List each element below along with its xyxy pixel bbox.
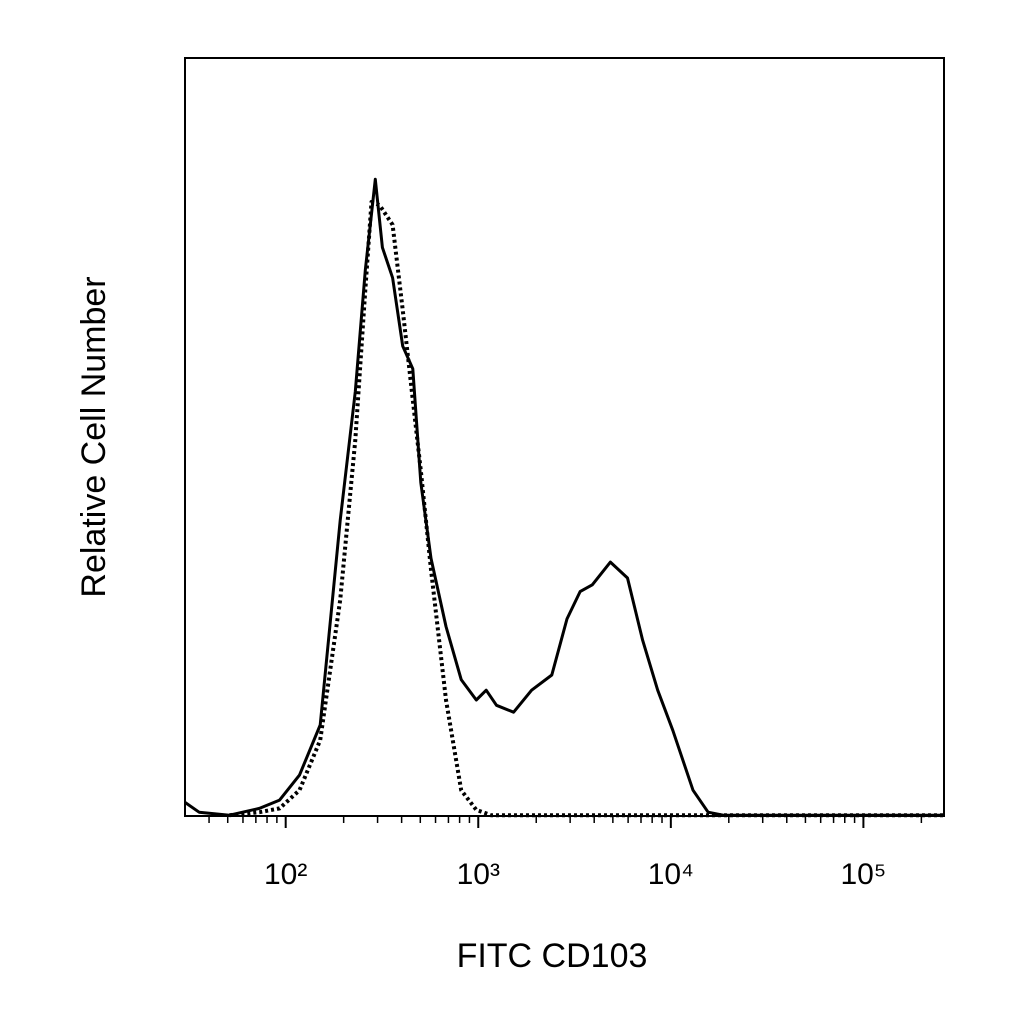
x-tick-label: 10⁴: [648, 858, 694, 891]
x-tick-label: 10²: [264, 858, 307, 891]
series-line: [184, 177, 944, 817]
series-line: [229, 200, 944, 818]
x-tick-label: 10⁵: [840, 858, 886, 891]
x-tick-label: 10³: [457, 858, 500, 891]
x-axis-label: FITC CD103: [457, 937, 648, 975]
y-axis-label: Relative Cell Number: [75, 276, 113, 597]
plot-frame: [184, 57, 945, 817]
